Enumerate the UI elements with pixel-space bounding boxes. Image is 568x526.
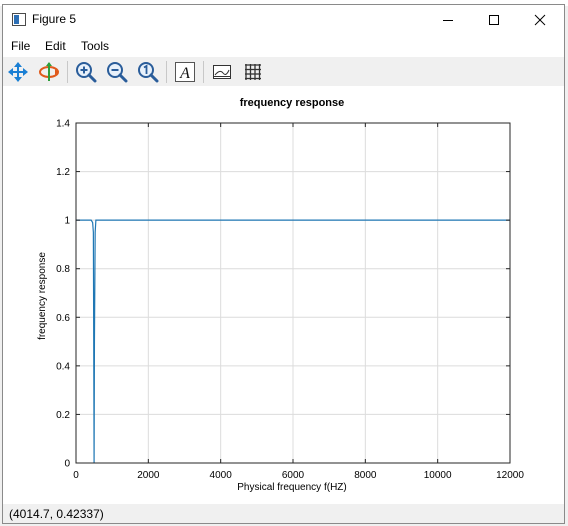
x-axis-label: Physical frequency f(HZ) <box>237 482 346 493</box>
svg-text:A: A <box>179 65 190 82</box>
toggle-grid-button[interactable] <box>241 60 265 84</box>
y-tick-label: 0.4 <box>56 361 70 372</box>
toolbar: A <box>3 57 564 86</box>
zoom-reset-icon <box>138 62 159 83</box>
pan-icon <box>8 62 28 82</box>
y-tick-label: 0.6 <box>56 313 70 324</box>
rotate-button[interactable] <box>37 60 61 84</box>
y-tick-label: 1.4 <box>56 119 70 130</box>
y-tick-label: 0 <box>64 459 70 470</box>
y-axis-label: frequency response <box>37 252 48 340</box>
zoom-out-button[interactable] <box>105 60 129 84</box>
x-tick-label: 2000 <box>137 470 160 481</box>
x-tick-label: 8000 <box>354 470 377 481</box>
menu-bar: File Edit Tools <box>3 37 564 57</box>
y-tick-label: 1 <box>64 216 70 227</box>
text-icon: A <box>175 62 195 82</box>
maximize-button[interactable] <box>471 5 517 35</box>
title-bar[interactable]: Figure 5 <box>3 5 564 35</box>
figure-window: Figure 5 File Edit Tools <box>2 4 565 524</box>
close-icon <box>534 14 546 26</box>
x-tick-label: 12000 <box>496 470 524 481</box>
toolbar-separator <box>67 61 68 83</box>
x-tick-label: 6000 <box>282 470 305 481</box>
menu-edit[interactable]: Edit <box>45 39 66 53</box>
maximize-icon <box>489 15 499 25</box>
pan-button[interactable] <box>6 60 30 84</box>
grid-icon <box>245 64 261 80</box>
insert-text-button[interactable]: A <box>173 60 197 84</box>
y-tick-label: 0.2 <box>56 410 70 421</box>
y-tick-label: 1.2 <box>56 167 70 178</box>
axes-icon <box>213 65 231 79</box>
y-tick-label: 0.8 <box>56 264 70 275</box>
menu-tools[interactable]: Tools <box>81 39 110 53</box>
frequency-response-chart[interactable]: frequency response Physical frequency f(… <box>3 86 564 504</box>
toggle-axes-button[interactable] <box>210 60 234 84</box>
menu-file[interactable]: File <box>11 39 31 53</box>
cursor-coordinates: (4014.7, 0.42337) <box>9 507 104 521</box>
chart-title: frequency response <box>240 97 345 109</box>
figure-canvas[interactable]: frequency response Physical frequency f(… <box>3 86 564 504</box>
zoom-out-icon <box>107 62 128 83</box>
background-window-strip <box>0 0 568 6</box>
zoom-in-button[interactable] <box>74 60 98 84</box>
rotate-icon <box>39 62 59 81</box>
app-window-icon <box>12 13 26 26</box>
x-tick-label: 10000 <box>424 470 452 481</box>
window-title: Figure 5 <box>32 12 77 26</box>
x-tick-label: 0 <box>73 470 79 481</box>
zoom-in-icon <box>76 62 97 83</box>
minimize-icon <box>443 20 453 21</box>
close-button[interactable] <box>517 5 563 35</box>
status-bar: (4014.7, 0.42337) <box>3 504 564 523</box>
series-line <box>76 219 510 464</box>
zoom-reset-button[interactable] <box>136 60 160 84</box>
minimize-button[interactable] <box>425 5 471 35</box>
toolbar-separator <box>203 61 204 83</box>
x-tick-label: 4000 <box>210 470 233 481</box>
toolbar-separator <box>166 61 167 83</box>
